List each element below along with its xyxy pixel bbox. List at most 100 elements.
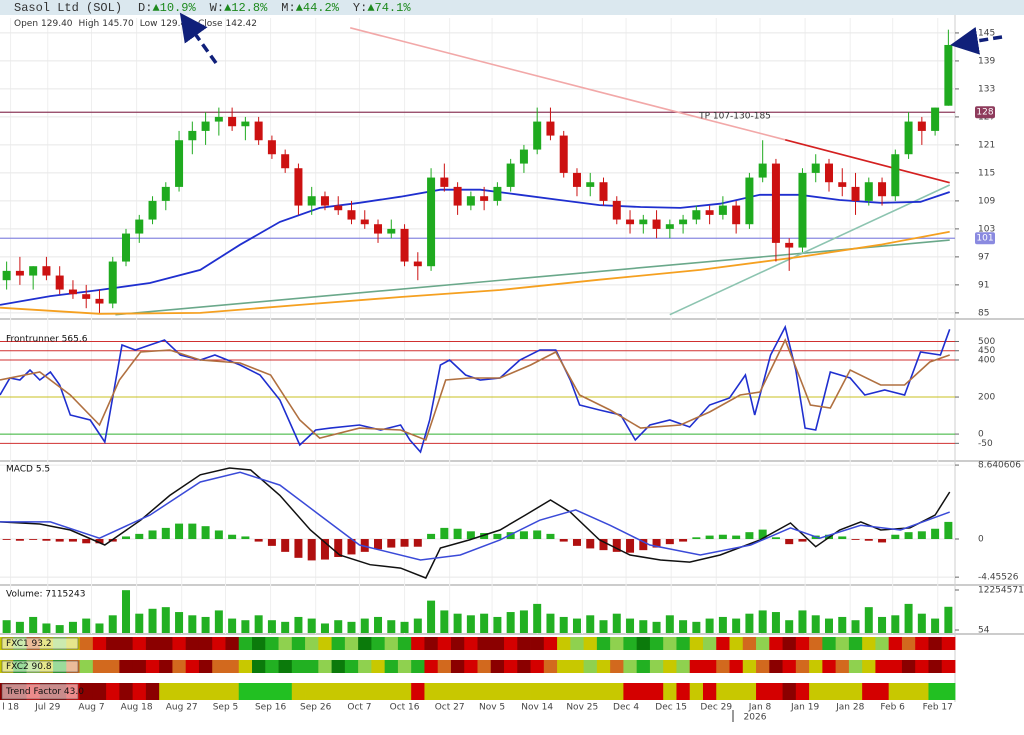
bar — [453, 528, 462, 540]
bar — [68, 539, 77, 542]
heat-cell — [411, 683, 425, 700]
bar — [586, 539, 595, 549]
heat-cell — [769, 660, 783, 673]
bar — [493, 533, 502, 540]
heat-cell — [92, 637, 107, 650]
bar — [785, 539, 794, 545]
heat-cell — [901, 660, 916, 673]
heat-cell — [570, 637, 585, 650]
y-tick-label: 0 — [978, 535, 984, 545]
heat-cell — [782, 660, 797, 673]
bar — [480, 613, 489, 633]
heat-cell — [212, 683, 226, 700]
heat-cell — [676, 637, 691, 650]
change-label: M: — [281, 1, 295, 15]
heat-cell — [928, 660, 943, 673]
header-text: Sasol Ltd (SOL) D:▲10.9% W:▲12.8% M:▲44.2% Y… — [14, 1, 411, 15]
bar — [29, 616, 38, 633]
candle-body — [135, 219, 144, 234]
x-tick-label: Jan 8 — [748, 703, 772, 713]
heat-cell — [424, 660, 439, 673]
heat-cell — [145, 637, 160, 650]
bar — [559, 616, 568, 633]
heat-cell — [238, 660, 253, 673]
ohlc-label: Open — [14, 19, 38, 29]
heat-cell — [411, 660, 425, 673]
candle-body — [281, 154, 290, 169]
heat-cell — [623, 637, 638, 650]
bar — [864, 607, 873, 633]
heat-cell — [464, 637, 478, 650]
bar — [294, 616, 303, 633]
candle-body — [758, 163, 767, 178]
bar — [241, 536, 250, 540]
bar — [931, 528, 940, 540]
candle-body — [201, 121, 210, 131]
ohlc-label: Close — [198, 19, 223, 29]
bar — [334, 539, 343, 557]
bar — [175, 612, 184, 633]
candle-body — [785, 242, 794, 248]
oscillator-line — [0, 337, 950, 442]
heat-cell — [875, 660, 890, 673]
change-value: ▲10.9% — [152, 1, 196, 15]
candle-body — [745, 177, 754, 225]
bar — [413, 618, 422, 633]
bar — [851, 620, 860, 633]
heat-cell — [252, 637, 266, 650]
heat-cell — [411, 637, 425, 650]
heat-cell — [92, 660, 107, 673]
candle-body — [811, 163, 820, 173]
heat-cell — [278, 660, 293, 673]
candle-body — [427, 177, 436, 267]
heat-cell — [450, 683, 465, 700]
change-value: ▲44.2% — [296, 1, 340, 15]
x-tick-label: Nov 14 — [521, 703, 553, 713]
heat-cell — [119, 660, 134, 673]
candle-body — [267, 140, 276, 155]
moving-average — [0, 230, 950, 315]
bar — [878, 539, 887, 543]
heat-cell — [795, 660, 810, 673]
heat-cell — [238, 637, 253, 650]
candle-body — [586, 182, 595, 187]
plots: l 18 Jul 29 Aug 7 Aug 18 Aug 27 Sep 5 Sep 16 Se… — [0, 15, 1024, 713]
heat-cell — [557, 683, 571, 700]
bar — [453, 613, 462, 633]
heat-cell — [464, 683, 478, 700]
bar — [665, 615, 674, 633]
heat-cell — [915, 637, 929, 650]
bar — [148, 530, 157, 540]
heat-cell — [331, 683, 346, 700]
bar — [917, 531, 926, 540]
candle-body — [108, 261, 117, 304]
heat-cell — [358, 637, 372, 650]
heat-cell — [504, 637, 518, 650]
heat-cell — [119, 683, 134, 700]
strip-label-bg — [1, 683, 79, 700]
panel-title: MACD 5.5 — [6, 465, 50, 475]
heat-cell — [583, 660, 598, 673]
heat-cell — [384, 637, 399, 650]
ohlc-value: 145.70 — [102, 19, 134, 29]
heat-cell — [636, 660, 651, 673]
heat-cell — [716, 660, 730, 673]
bar — [732, 618, 741, 633]
heat-cell — [106, 660, 120, 673]
heat-cell — [79, 637, 94, 650]
heat-cell — [848, 637, 863, 650]
bar — [612, 613, 621, 633]
bar — [307, 539, 316, 561]
heat-cell — [477, 683, 492, 700]
bar — [374, 616, 383, 633]
heat-cell — [941, 637, 956, 650]
bar — [29, 539, 38, 540]
bar — [904, 532, 913, 540]
bar — [692, 621, 701, 633]
candle-body — [241, 121, 250, 127]
heat-cell — [610, 660, 624, 673]
candle-body — [718, 205, 727, 215]
heat-cell — [623, 660, 638, 673]
bar — [652, 621, 661, 633]
candle-body — [838, 182, 847, 187]
